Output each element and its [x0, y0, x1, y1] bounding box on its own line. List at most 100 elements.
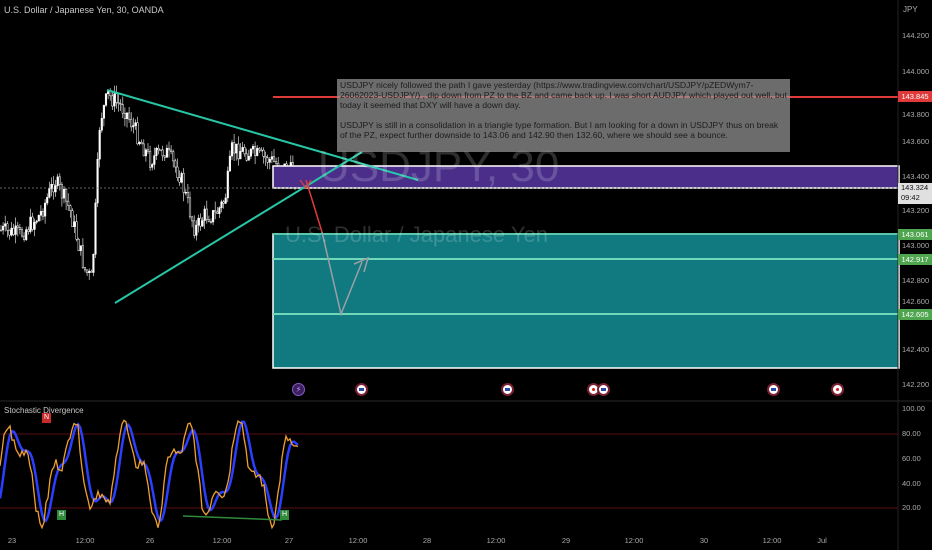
candle-body [109, 91, 112, 97]
candle-body [132, 125, 135, 128]
symbol-title[interactable]: U.S. Dollar / Japanese Yen, 30, OANDA [4, 5, 164, 15]
candle-body [104, 93, 108, 106]
candle-body [79, 245, 82, 251]
target-price-tag-2: 142.917 [898, 254, 932, 265]
time-tick: 12:00 [486, 536, 506, 545]
candle-body [199, 217, 202, 227]
candle-body [233, 142, 236, 154]
us-flag-event-icon[interactable] [597, 383, 610, 396]
candle-body [149, 150, 152, 168]
candle-body [153, 155, 156, 165]
candle-body [176, 166, 179, 178]
candle-body [50, 184, 53, 189]
candle-body [142, 143, 145, 157]
time-tick: 12:00 [212, 536, 232, 545]
candle-body [182, 173, 185, 193]
bullish-divergence-line [182, 515, 283, 521]
candle-body [161, 149, 164, 157]
price-tick: 142.400 [902, 345, 930, 354]
candle-body [136, 122, 139, 145]
candle-body [35, 220, 38, 223]
candle-body [117, 102, 120, 104]
candle-body [163, 155, 166, 158]
analysis-note[interactable]: USDJPY nicely followed the path I gave y… [337, 79, 790, 152]
us-flag-event-icon[interactable] [767, 383, 780, 396]
candle-body [144, 149, 147, 157]
candle-body [222, 201, 225, 204]
small-arrow-down [299, 179, 312, 190]
candle-body [12, 227, 15, 235]
candle-body [262, 149, 265, 157]
time-tick: 23 [7, 536, 17, 545]
candle-body [146, 149, 150, 152]
candle-body [268, 159, 271, 163]
time-tick: 12:00 [348, 536, 368, 545]
candle-body [239, 151, 242, 160]
candle-body [212, 210, 215, 223]
candle-body [39, 211, 42, 216]
candle-body [18, 227, 21, 230]
candle-body [224, 197, 227, 204]
candle-body [69, 205, 72, 211]
time-tick: 12:00 [762, 536, 782, 545]
target-price-tag-1: 143.061 [898, 229, 932, 240]
candle-body [16, 225, 19, 228]
candle-body [230, 142, 234, 157]
price-tick: 142.200 [902, 380, 930, 389]
candle-body [77, 239, 80, 251]
candle-body [140, 142, 143, 145]
us-flag-event-icon[interactable] [501, 383, 514, 396]
stoch-tick: 80.00 [902, 429, 921, 438]
candle-body [8, 229, 11, 236]
candle-body [178, 177, 181, 183]
candle-body [191, 216, 194, 222]
indicator-title[interactable]: Stochastic Divergence [4, 406, 84, 415]
candle-body [170, 149, 173, 152]
candle-body [130, 118, 133, 128]
candle-body [41, 211, 45, 217]
candle-body [46, 197, 49, 204]
projection-arrowhead [353, 256, 370, 273]
candle-body [214, 210, 217, 213]
candle-body [197, 217, 200, 226]
price-tick: 142.800 [902, 276, 930, 285]
candle-body [167, 147, 171, 151]
candle-body [134, 122, 137, 126]
candle-body [254, 146, 257, 156]
candle-body [27, 229, 30, 232]
candle-body [264, 156, 267, 159]
candle-body [228, 155, 231, 172]
candle-body [37, 215, 40, 222]
us-flag-event-icon[interactable] [355, 383, 368, 396]
candle-body [220, 201, 223, 208]
candle-body [81, 245, 84, 268]
watermark-name: U.S. Dollar / Japanese Yen [285, 222, 548, 247]
stoch-tick: 100.00 [902, 404, 925, 413]
candle-body [92, 253, 95, 273]
price-tick: 142.600 [902, 297, 930, 306]
candle-body [73, 221, 76, 227]
buy-zone-box [272, 233, 900, 369]
candle-body [272, 156, 276, 162]
candle-body [60, 184, 63, 199]
candle-body [174, 160, 177, 168]
candle-body [75, 221, 78, 240]
candle-body [247, 155, 250, 161]
note-paragraph-2: USDJPY is still in a consolidation in a … [340, 120, 781, 140]
countdown-timer: 09:42 [901, 193, 920, 202]
candle-body [4, 223, 7, 227]
lower-trendline [114, 151, 363, 304]
premium-zone-box [272, 165, 900, 189]
japan-flag-event-icon[interactable] [831, 383, 844, 396]
candle-body [98, 130, 101, 160]
candle-body [193, 220, 196, 236]
price-tick: 143.600 [902, 137, 930, 146]
candle-body [249, 148, 252, 157]
candle-body [218, 207, 221, 214]
lightning-event-icon[interactable]: ⚡ [292, 383, 305, 396]
time-tick: 12:00 [624, 536, 644, 545]
candle-body [180, 173, 183, 183]
stoch-tick: 40.00 [902, 479, 921, 488]
candle-body [58, 176, 61, 185]
